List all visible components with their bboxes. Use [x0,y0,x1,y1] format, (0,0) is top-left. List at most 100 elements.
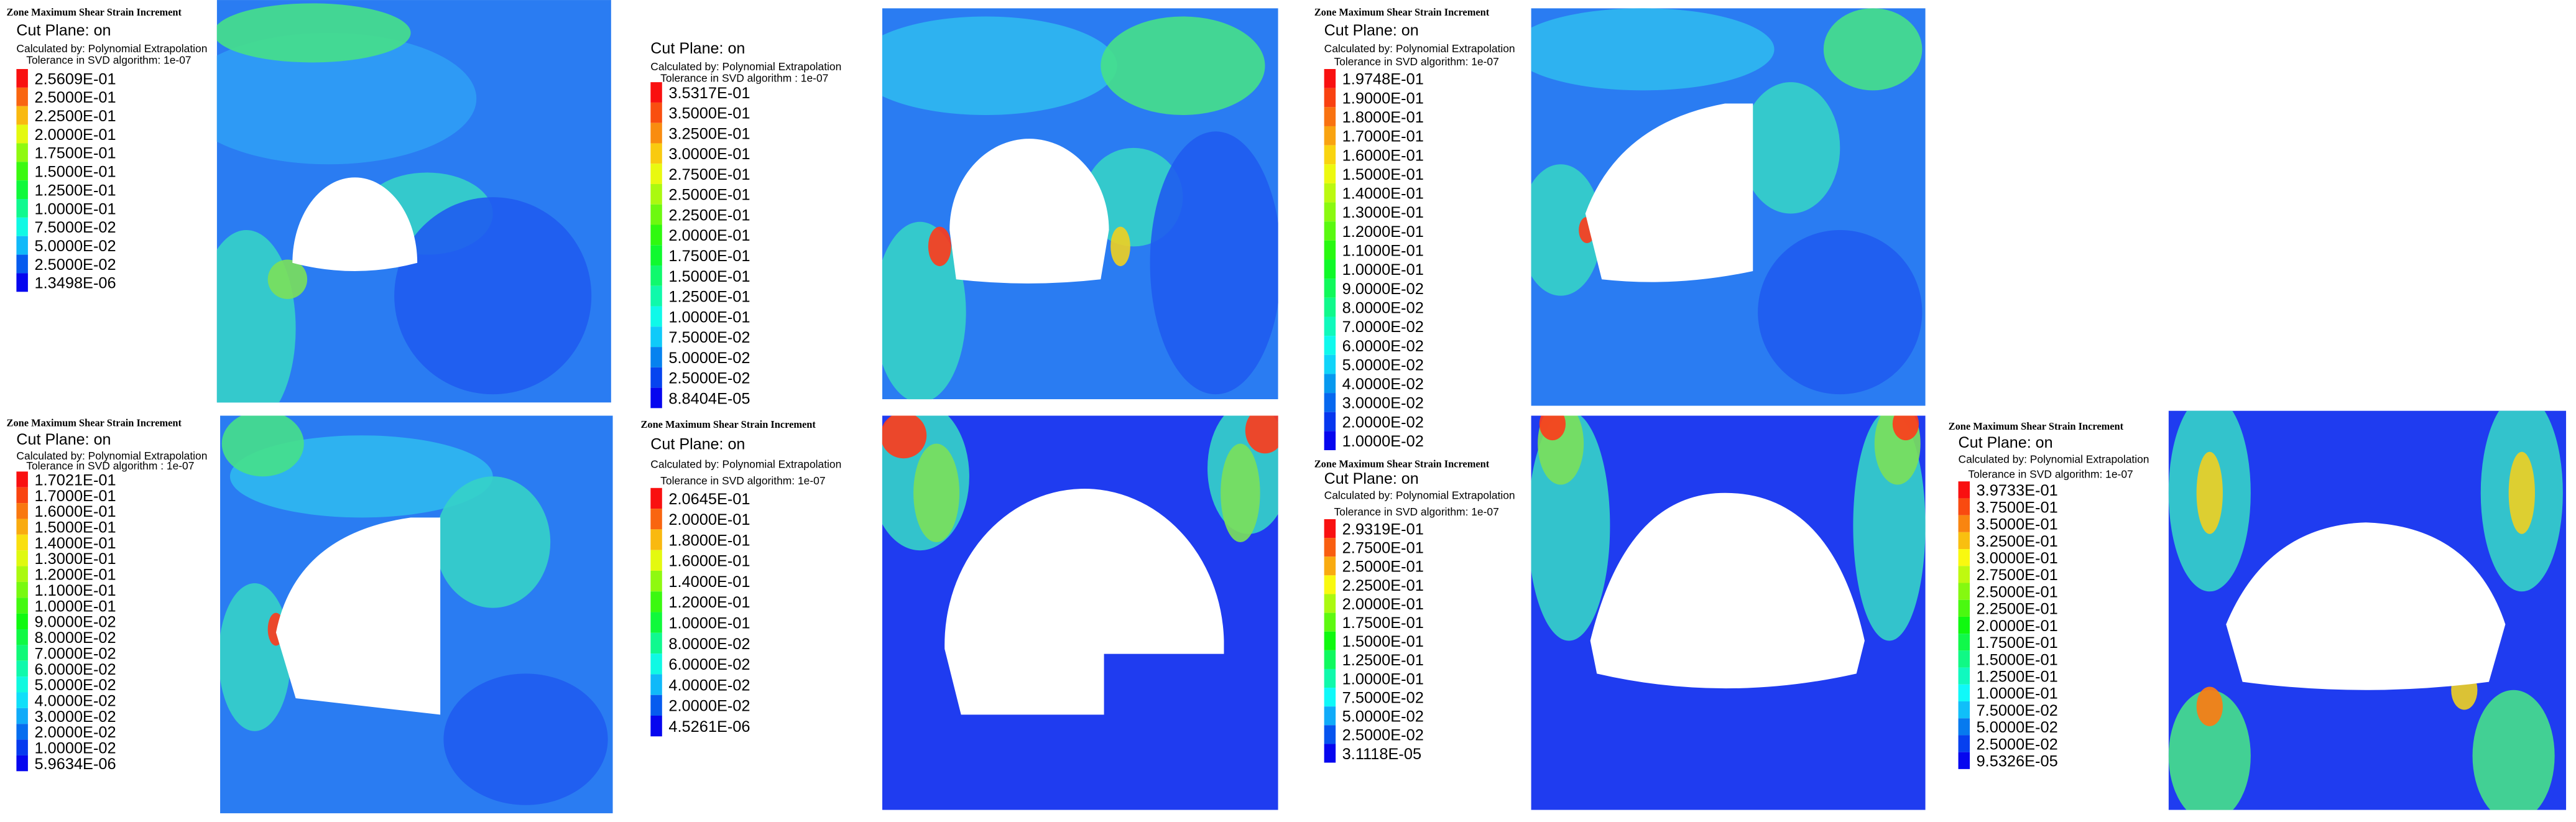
legend-swatch [1324,240,1336,260]
legend-swatch [16,217,28,236]
legend-level: 4.5261E-06 [668,718,750,736]
legend-level: 6.0000E-02 [34,661,116,678]
legend-level: 1.7500E-01 [1342,614,1424,632]
legend-level: 1.2000E-01 [668,594,750,611]
legend-title: Zone Maximum Shear Strain Increment [1314,6,1490,18]
legend-level: 1.2500E-01 [1342,652,1424,669]
legend-level: 1.0000E-01 [1342,261,1424,279]
contour-zone [2196,686,2223,726]
legend-swatch [650,245,662,266]
legend-swatch [650,653,662,675]
legend-swatch [1958,752,1970,769]
contour-zone [220,583,291,731]
legend-swatch [650,695,662,716]
legend-swatch [1324,374,1336,394]
legend-swatch [16,724,28,740]
legend-level: 2.2500E-01 [668,206,750,224]
legend-swatch [650,487,662,509]
legend-swatch [1324,706,1336,726]
legend-level: 7.5000E-02 [1977,702,2058,719]
contour-image [882,415,1278,810]
legend-level: 3.0000E-02 [34,708,116,726]
legend-level: 1.2000E-01 [1342,223,1424,241]
legend-swatch [1958,481,1970,499]
legend-level: 1.6000E-01 [1342,147,1424,164]
legend-level: 2.0000E-01 [668,511,750,529]
calculated-by: Calculated by: Polynomial Extrapolation [1959,453,2149,465]
contour-zone [882,221,966,400]
contour-image [882,8,1278,400]
contour-zone [1538,415,1584,485]
legend-swatch [16,566,28,582]
legend-level: 2.7500E-01 [1342,540,1424,557]
legend-level: 2.0000E-01 [1342,596,1424,613]
calculated-by: Calculated by: Polynomial Extrapolation [16,42,207,55]
legend-swatch [16,613,28,630]
legend-swatch [1324,612,1336,632]
legend-swatch [16,755,28,772]
legend-level: 5.0000E-02 [1977,719,2058,736]
contour-image [1531,8,1926,406]
legend-level: 2.5000E-01 [34,89,116,106]
legend-swatch [1958,566,1970,583]
legend-level: 8.0000E-02 [34,629,116,647]
calculated-by: Calculated by: Polynomial Extrapolation [650,458,841,470]
legend-level: 2.9319E-01 [1342,520,1424,538]
legend-level: 1.2500E-01 [34,182,116,199]
excavation [275,517,441,715]
contour-zone [2168,690,2251,810]
legend-title: Zone Maximum Shear Strain Increment [640,418,816,430]
legend-level: 3.5317E-01 [668,85,750,102]
legend-swatch [1324,145,1336,165]
legend-swatch [1324,631,1336,650]
legend-swatch [1958,667,1970,685]
legend-swatch [16,471,28,487]
legend-swatch [16,487,28,504]
legend-level: 2.0000E-01 [1977,617,2058,635]
legend-swatch [16,69,28,88]
legend-level: 9.0000E-02 [34,614,116,631]
legend-swatch [16,550,28,566]
legend-swatch [16,534,28,551]
excavation [1585,103,1753,282]
legend-level: 1.5000E-01 [34,519,116,536]
legend-level: 1.0000E-02 [34,740,116,757]
legend-level: 1.8000E-01 [1342,109,1424,126]
legend-swatch [16,143,28,162]
legend-swatch [650,347,662,367]
legend-swatch [1324,279,1336,298]
contour-zone [1531,8,1775,91]
legend-swatch [1324,688,1336,707]
legend-swatch [1324,259,1336,279]
tolerance: Tolerance in SVD algorithm: 1e-07 [1334,55,1498,68]
legend-swatch [1324,519,1336,538]
tolerance: Tolerance in SVD algorithm : 1e-07 [660,72,828,84]
contour-zone [1531,164,1602,296]
legend-swatch [1958,532,1970,550]
legend-level: 1.6000E-01 [668,553,750,570]
legend-swatch [1324,538,1336,557]
legend-level: 2.5609E-01 [34,70,116,88]
legend-level: 1.7500E-01 [1977,634,2058,652]
tolerance: Tolerance in SVD algorithm: 1e-07 [26,53,191,66]
legend-level: 3.1118E-05 [1342,746,1421,763]
cut-plane: Cut Plane: on [1324,22,1419,39]
legend-swatch [650,143,662,164]
legend-level: 1.4000E-01 [34,535,116,552]
legend-level: 8.0000E-02 [1342,299,1424,316]
legend-swatch [1324,69,1336,88]
legend-level: 3.9733E-01 [1977,482,2058,499]
legend-level: 4.0000E-02 [34,693,116,710]
legend-level: 8.0000E-02 [668,635,750,653]
legend-level: 1.1000E-01 [1342,242,1424,260]
legend-swatch [650,550,662,571]
contour-zone [216,32,477,165]
contour-zone [394,197,592,395]
tolerance: Tolerance in SVD algorithm: 1e-07 [1334,506,1498,518]
tolerance: Tolerance in SVD algorithm : 1e-07 [26,459,194,472]
legend-swatch [650,387,662,409]
legend-swatch [650,715,662,737]
legend-level: 2.0000E-02 [668,698,750,715]
legend-level: 2.0645E-01 [668,491,750,508]
